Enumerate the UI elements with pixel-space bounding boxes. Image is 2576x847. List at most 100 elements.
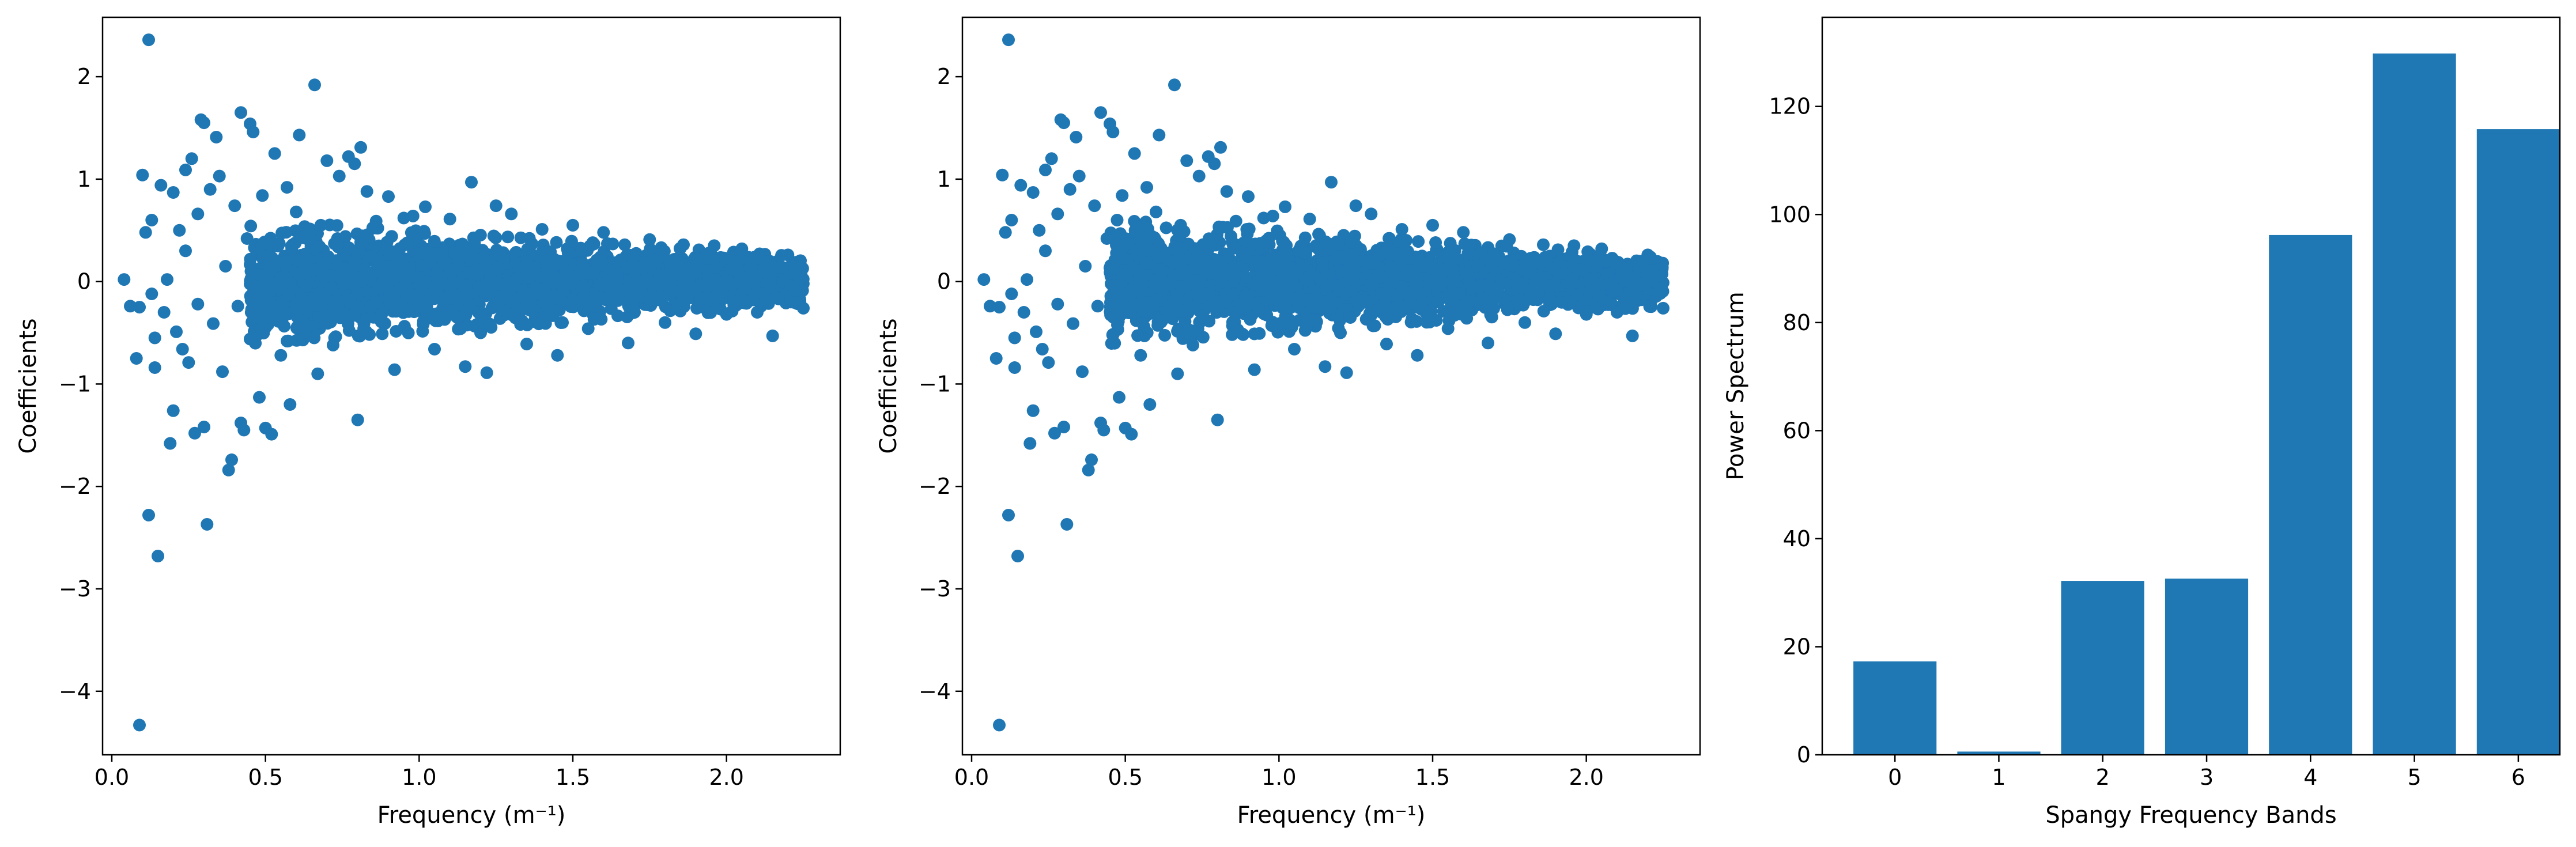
y-axis-label-left: Coefficients xyxy=(15,318,41,453)
scatter-point xyxy=(284,398,297,411)
scatter-point xyxy=(356,274,369,288)
scatter-point xyxy=(509,274,523,287)
scatter-point xyxy=(142,509,155,521)
scatter-point xyxy=(437,295,450,308)
scatter-point xyxy=(459,309,473,322)
scatter-point xyxy=(298,294,311,307)
scatter-point xyxy=(324,282,338,295)
x-tick-label: 1.0 xyxy=(402,765,436,790)
scatter-point xyxy=(575,244,588,257)
scatter-point xyxy=(130,352,143,365)
scatter-point xyxy=(1159,221,1173,235)
x-axis-label-left: Frequency (m⁻¹) xyxy=(377,802,566,829)
scatter-point xyxy=(595,313,608,326)
scatter-point xyxy=(528,261,541,274)
scatter-point xyxy=(474,229,487,241)
scatter-point xyxy=(275,226,289,240)
scatter-point xyxy=(689,327,702,341)
scatter-point xyxy=(281,181,293,194)
scatter-point xyxy=(708,239,721,252)
scatter-point xyxy=(563,277,576,290)
scatter-point xyxy=(784,279,797,292)
scatter-point xyxy=(348,157,361,171)
scatter-point xyxy=(463,265,477,278)
scatter-point xyxy=(748,251,761,264)
scatter-point xyxy=(751,306,764,319)
scatter-point xyxy=(321,317,334,330)
scatter-point xyxy=(663,255,676,268)
scatter-point xyxy=(390,325,403,338)
scatter-point xyxy=(265,283,278,296)
scatter-point xyxy=(690,266,703,279)
scatter-point xyxy=(566,218,579,232)
scatter-point xyxy=(244,220,258,233)
scatter-point xyxy=(1410,315,1423,328)
scatter-point xyxy=(704,306,717,319)
scatter-point xyxy=(237,423,251,437)
scatter-point xyxy=(410,289,422,302)
scatter-point xyxy=(444,308,457,321)
scatter-point xyxy=(213,169,226,183)
scatter-point xyxy=(327,297,340,310)
scatter-point xyxy=(133,301,146,314)
scatter-point xyxy=(1253,327,1266,340)
scatter-point xyxy=(341,275,354,288)
y-tick-label: −3 xyxy=(59,576,91,602)
scatter-point xyxy=(170,325,183,338)
y-tick-label: −1 xyxy=(59,371,91,396)
scatter-point xyxy=(203,183,217,196)
scatter-point xyxy=(406,209,420,222)
scatter-point xyxy=(198,116,210,130)
scatter-point xyxy=(712,281,725,294)
scatter-point xyxy=(201,518,214,531)
scatter-point xyxy=(495,278,508,292)
scatter-point xyxy=(225,453,238,466)
scatter-point xyxy=(565,235,578,248)
scatter-point xyxy=(409,224,422,237)
scatter-point xyxy=(1227,241,1240,255)
scatter-point xyxy=(154,179,168,192)
scatter-point xyxy=(198,421,210,434)
scatter-point xyxy=(492,261,505,274)
scatter-point xyxy=(327,338,339,351)
scatter-point xyxy=(460,279,473,293)
scatter-point xyxy=(465,176,478,189)
scatter-point xyxy=(654,268,667,281)
scatter-point xyxy=(356,237,369,250)
scatter-point xyxy=(360,185,373,198)
scatter-point xyxy=(621,260,634,274)
scatter-point xyxy=(505,207,518,221)
scatter-point xyxy=(1519,254,1532,267)
scatter-point xyxy=(293,128,306,142)
scatter-point xyxy=(551,349,564,362)
scatter-point xyxy=(503,292,516,305)
y-tick-label: 2 xyxy=(77,64,91,89)
scatter-point xyxy=(182,356,195,369)
scatter-point xyxy=(501,230,515,244)
y-tick-label: 0 xyxy=(77,269,91,294)
y-tick-label: 1 xyxy=(77,167,91,192)
scatter-point xyxy=(542,259,555,272)
scatter-point xyxy=(781,248,795,262)
scatter-point xyxy=(376,327,389,341)
scatter-point xyxy=(245,278,258,292)
scatter-point xyxy=(210,131,223,143)
scatter-point xyxy=(296,314,309,327)
scatter-point xyxy=(594,278,607,291)
scatter-point xyxy=(256,249,270,263)
scatter-point xyxy=(290,205,303,218)
scatter-point xyxy=(597,226,610,239)
scatter-point xyxy=(351,413,364,426)
scatter-point xyxy=(418,275,431,289)
scatter-point xyxy=(626,298,640,311)
scatter-point xyxy=(1240,223,1253,236)
scatter-point xyxy=(587,237,600,251)
scatter-point xyxy=(1643,300,1656,313)
scatter-point xyxy=(382,190,395,203)
scatter-point xyxy=(157,306,171,319)
scatter-point xyxy=(452,323,465,336)
scatter-point xyxy=(176,343,189,356)
scatter-point xyxy=(191,297,205,311)
scatter-point xyxy=(167,404,180,417)
